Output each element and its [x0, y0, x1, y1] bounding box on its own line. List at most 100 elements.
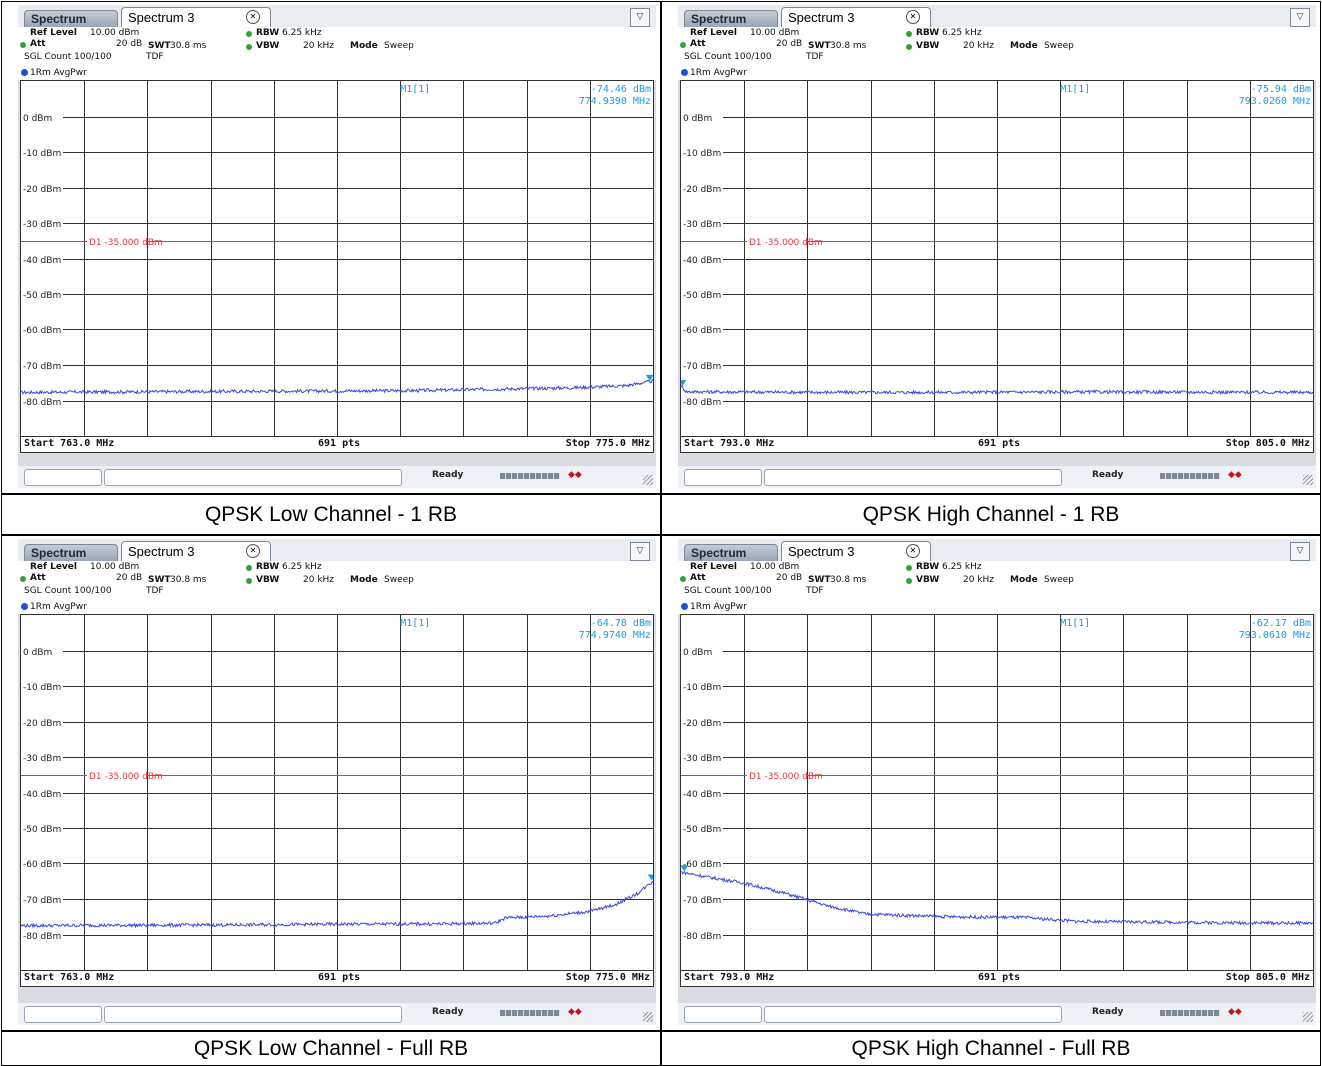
- y-tick-label: -60 dBm: [683, 326, 721, 336]
- rs-logo-icon: ◆◆: [568, 1007, 582, 1017]
- tick-label-bg: [21, 182, 63, 195]
- marker-label: M1[1]: [400, 618, 430, 629]
- status-field[interactable]: [24, 1006, 102, 1023]
- trace-label: 1Rm AvgPwr: [690, 68, 747, 78]
- trace-info: 1Rm AvgPwr: [678, 602, 1316, 614]
- tick-label-bg: [21, 395, 63, 408]
- settings-toggle-icon[interactable]: ▽: [1290, 8, 1310, 27]
- tab-spectrum[interactable]: Spectrum: [24, 544, 118, 561]
- trace-color-icon: [681, 69, 688, 76]
- tab-spectrum-3[interactable]: Spectrum 3 ✕: [121, 7, 271, 27]
- status-field[interactable]: [684, 469, 762, 486]
- tick-label-bg: [681, 716, 723, 729]
- tdf-label: TDF: [806, 586, 824, 596]
- tick-label-bg: [681, 787, 723, 800]
- limit-line-label: D1 -35.000 dBm: [89, 238, 163, 248]
- ref-level-label: Ref Level: [690, 28, 737, 38]
- tick-label-bg: [21, 929, 63, 942]
- mode-label: Mode: [350, 575, 378, 585]
- close-tab-icon[interactable]: ✕: [906, 544, 920, 558]
- tab-spectrum[interactable]: Spectrum: [24, 10, 118, 27]
- message-field[interactable]: [104, 1006, 402, 1023]
- rbw-value: 6.25 kHz: [282, 562, 322, 572]
- tick-label-bg: [21, 359, 63, 372]
- trace-line: [681, 385, 1313, 396]
- ref-level-value: 10.00 dBm: [750, 28, 800, 38]
- resize-grip-icon[interactable]: [643, 1012, 653, 1022]
- settings-header: Ref Level 10.00 dBm Att 20 dB SWT 30.8 ms RBW 6…: [18, 561, 656, 603]
- trace-label: 1Rm AvgPwr: [690, 602, 747, 612]
- att-indicator-icon: [680, 576, 686, 582]
- y-tick-label: -20 dBm: [683, 185, 721, 195]
- screenshot-cell: Spectrum Spectrum 3 ✕ ▽ Ref Level 10.00 dBm At…: [661, 1, 1321, 494]
- tab-spectrum[interactable]: Spectrum: [684, 544, 778, 561]
- swt-label: SWT: [148, 41, 171, 51]
- message-field[interactable]: [104, 469, 402, 486]
- settings-toggle-icon[interactable]: ▽: [630, 8, 650, 27]
- settings-toggle-icon[interactable]: ▽: [630, 542, 650, 561]
- tick-label-bg: [681, 680, 723, 693]
- vbw-value: 20 kHz: [303, 575, 335, 585]
- tick-label-bg: [681, 857, 723, 870]
- close-tab-icon[interactable]: ✕: [246, 10, 260, 24]
- tab-spectrum-3[interactable]: Spectrum 3 ✕: [781, 541, 931, 561]
- marker-m1-icon[interactable]: [681, 865, 689, 872]
- marker-m1-icon[interactable]: [645, 374, 653, 381]
- message-field[interactable]: [764, 469, 1062, 486]
- swt-label: SWT: [148, 575, 171, 585]
- tdf-label: TDF: [806, 52, 824, 62]
- y-tick-label: -70 dBm: [683, 362, 721, 372]
- vbw-label: VBW: [256, 41, 280, 51]
- att-value: 20 dB: [776, 39, 803, 49]
- att-label: Att: [30, 39, 46, 49]
- progress-meter: [1160, 473, 1220, 479]
- settings-toggle-icon[interactable]: ▽: [1290, 542, 1310, 561]
- tick-label-bg: [681, 253, 723, 266]
- marker-m1-icon[interactable]: [647, 874, 653, 881]
- swt-value: 30.8 ms: [830, 575, 867, 585]
- tab-spectrum-3[interactable]: Spectrum 3 ✕: [781, 7, 931, 27]
- settings-header: Ref Level 10.00 dBm Att 20 dB SWT 30.8 ms RBW 6…: [678, 561, 1316, 603]
- marker-level: -75.94 dBm: [1251, 84, 1311, 95]
- limit-line-label: D1 -35.000 dBm: [89, 772, 163, 782]
- att-label: Att: [690, 573, 706, 583]
- y-tick-label: -40 dBm: [23, 790, 61, 800]
- frequency-footer: Start 763.0 MHz 691 pts Stop 775.0 MHz: [20, 971, 654, 987]
- trace-color-icon: [681, 603, 688, 610]
- tick-label-bg: [681, 395, 723, 408]
- marker-freq: 793.0610 MHz: [1239, 630, 1311, 641]
- y-tick-label: -50 dBm: [23, 825, 61, 835]
- vbw-value: 20 kHz: [963, 575, 995, 585]
- y-tick-label: -70 dBm: [683, 896, 721, 906]
- resize-grip-icon[interactable]: [1303, 1012, 1313, 1022]
- close-tab-icon[interactable]: ✕: [906, 10, 920, 24]
- status-bar: Ready ◆◆: [18, 1003, 656, 1025]
- analyzer-window: Spectrum Spectrum 3 ✕ ▽ Ref Level 10.00 dBm At…: [678, 539, 1316, 1025]
- tick-label-bg: [21, 751, 63, 764]
- y-tick-label: -70 dBm: [23, 362, 61, 372]
- start-frequency: Start 793.0 MHz: [684, 972, 775, 983]
- resize-grip-icon[interactable]: [643, 475, 653, 485]
- status-field[interactable]: [684, 1006, 762, 1023]
- trace-line: [21, 378, 653, 396]
- y-tick-label: -10 dBm: [683, 149, 721, 159]
- tick-label-bg: [21, 857, 63, 870]
- status-field[interactable]: [24, 469, 102, 486]
- spectrum-svg: 0 dBm -10 dBm -20 dBm -30 dBm -40 dBm -50 dBm…: [681, 81, 1313, 436]
- tab-spectrum[interactable]: Spectrum: [684, 10, 778, 27]
- close-tab-icon[interactable]: ✕: [246, 544, 260, 558]
- tick-label-bg: [21, 217, 63, 230]
- message-field[interactable]: [764, 1006, 1062, 1023]
- resize-grip-icon[interactable]: [1303, 475, 1313, 485]
- marker-m1-icon[interactable]: [681, 380, 687, 387]
- progress-meter: [500, 473, 560, 479]
- rbw-indicator-icon: [246, 565, 252, 571]
- y-tick-label: -20 dBm: [23, 719, 61, 729]
- tab-spectrum-3[interactable]: Spectrum 3 ✕: [121, 541, 271, 561]
- start-frequency: Start 763.0 MHz: [24, 438, 115, 449]
- spectrum-svg: 0 dBm -10 dBm -20 dBm -30 dBm -40 dBm -50 dBm…: [21, 615, 653, 970]
- rbw-value: 6.25 kHz: [942, 562, 982, 572]
- screenshot-cell: Spectrum Spectrum 3 ✕ ▽ Ref Level 10.00 dBm At…: [1, 1, 661, 494]
- tab-label: Spectrum 3: [788, 10, 855, 25]
- trace-line: [681, 870, 1313, 927]
